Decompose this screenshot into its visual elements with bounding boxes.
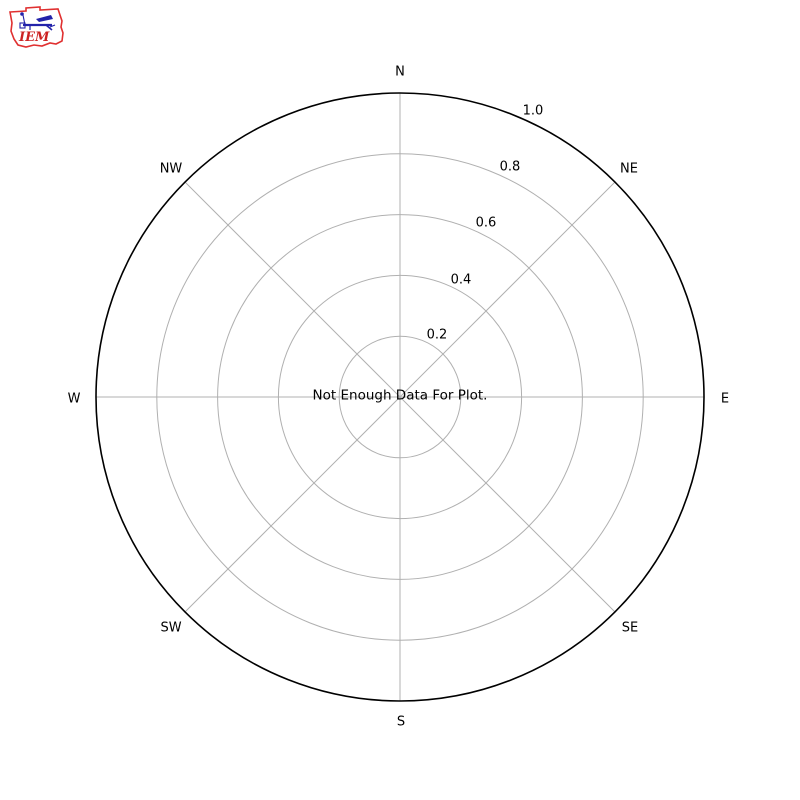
iem-logo-graphic: IEM xyxy=(9,6,64,48)
angular-tick-label-w: W xyxy=(67,391,81,407)
iem-logo[interactable]: IEM xyxy=(6,3,66,51)
angular-tick-label-e: E xyxy=(720,391,730,407)
radial-tick-label-0.2: 0.2 xyxy=(426,327,448,343)
radial-tick-label-1.0: 1.0 xyxy=(522,103,544,119)
angular-tick-label-sw: SW xyxy=(160,620,182,636)
iowa-outline-icon xyxy=(9,6,64,48)
angular-gridlines xyxy=(96,93,704,701)
radial-tick-label-0.4: 0.4 xyxy=(450,272,472,288)
outer-spine-circle xyxy=(95,92,705,702)
empty-data-message: Not Enough Data For Plot. xyxy=(312,387,488,404)
anemometer-icon xyxy=(19,12,56,31)
radial-tick-label-0.8: 0.8 xyxy=(499,159,521,175)
radial-tick-label-0.6: 0.6 xyxy=(475,215,497,231)
iem-wordmark: IEM xyxy=(18,30,50,45)
angular-tick-label-se: SE xyxy=(621,620,639,636)
angular-tick-label-s: S xyxy=(396,714,406,730)
spoke-NE-SW xyxy=(184,181,616,613)
angular-tick-label-n: N xyxy=(395,64,405,80)
angular-tick-label-ne: NE xyxy=(620,161,638,177)
angular-tick-label-nw: NW xyxy=(159,161,183,177)
